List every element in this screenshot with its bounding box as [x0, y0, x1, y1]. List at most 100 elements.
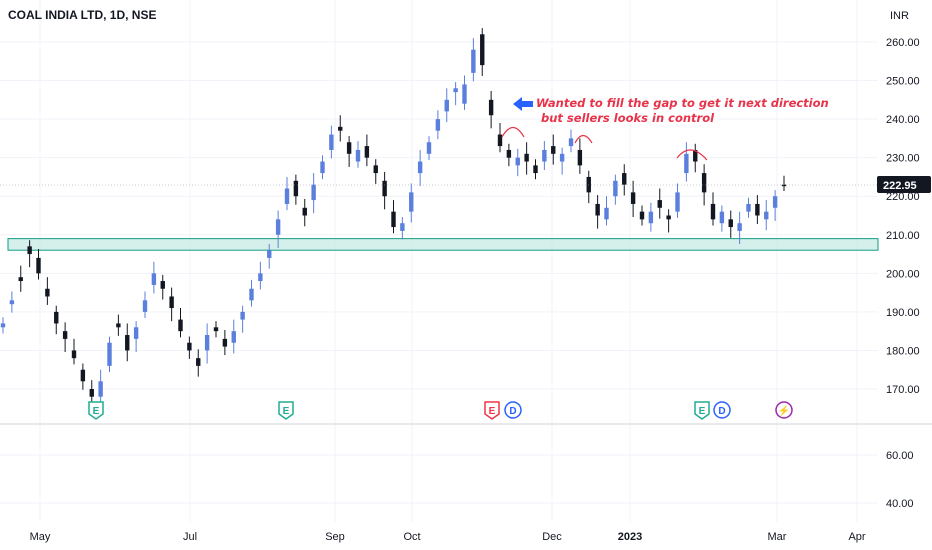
dividend-event-icon[interactable]: D [713, 401, 731, 419]
resistance-arc-3 [676, 149, 708, 161]
event-markers: E E E D E D ⚡ [88, 401, 793, 420]
candle-body [746, 203, 751, 212]
candle-body [755, 203, 760, 216]
candle-body [781, 184, 787, 187]
candle-body [178, 319, 183, 332]
candle [142, 291, 148, 319]
price-axis[interactable]: 260.00 250.00 240.00 230.00 220.00 210.00 200.… [886, 37, 920, 396]
candle [36, 249, 41, 280]
candle [293, 174, 299, 205]
annotation-line-2: but sellers looks in control [541, 111, 715, 125]
resistance-arcs [501, 126, 708, 161]
candle [426, 136, 432, 160]
candle [675, 183, 680, 218]
candle-body [71, 350, 77, 359]
candle [338, 115, 343, 142]
earnings-event-icon[interactable]: E [278, 401, 294, 420]
candle-body [391, 211, 396, 228]
candle-body [355, 149, 361, 162]
candle-body [54, 311, 59, 324]
candle-body [160, 281, 165, 289]
candle-body [764, 211, 769, 220]
candle-body [586, 176, 591, 193]
candle [196, 349, 201, 377]
candle-body [684, 153, 689, 174]
candle [480, 28, 485, 76]
candle [213, 321, 219, 338]
candle-body [311, 184, 316, 201]
candle [639, 205, 645, 226]
candle-body [409, 192, 414, 212]
candle [62, 322, 68, 352]
candle [80, 363, 86, 390]
candle-body [577, 149, 583, 166]
earnings-event-icon[interactable]: E [484, 401, 500, 420]
candle-body [116, 323, 121, 328]
candle-body [151, 273, 157, 285]
candle [320, 155, 325, 180]
candle-body [169, 296, 174, 309]
price-tick-label: 190.00 [886, 307, 920, 319]
candle-body [329, 134, 334, 150]
event-label: D [509, 406, 516, 417]
candle [346, 136, 352, 167]
candle-body [639, 211, 645, 220]
candle [329, 125, 334, 159]
candle [515, 148, 520, 177]
candle-body [728, 219, 733, 228]
candle [781, 175, 787, 192]
candle [18, 265, 23, 292]
candle-body [719, 211, 725, 224]
candle [471, 38, 476, 82]
candle [249, 279, 254, 307]
candle-body [125, 335, 130, 351]
candle [666, 209, 671, 233]
candle [187, 336, 192, 359]
candle [559, 147, 565, 175]
volume-tick-label: 60.00 [886, 450, 914, 462]
support-zone[interactable] [7, 238, 879, 251]
earnings-event-icon[interactable]: E [88, 401, 104, 420]
candle-body [542, 149, 547, 162]
time-tick-label: May [30, 531, 51, 543]
event-label: E [489, 406, 496, 417]
earnings-event-icon[interactable]: E [694, 401, 710, 420]
candle-body [258, 273, 263, 282]
candle-body [701, 173, 707, 193]
candle-body [772, 196, 778, 208]
candle [45, 277, 50, 305]
volume-axis[interactable]: 60.00 40.00 [886, 450, 914, 510]
candle-body [187, 342, 192, 351]
candle [27, 240, 32, 268]
chart-title: COAL INDIA LTD, 1D, NSE [8, 8, 156, 22]
candle-body [471, 49, 476, 73]
candle-body [240, 311, 245, 320]
candle-body [107, 342, 112, 366]
candle [54, 305, 59, 335]
time-axis[interactable]: May Jul Sep Oct Dec 2023 Mar Apr [30, 531, 866, 543]
candle [701, 164, 707, 206]
split-event-icon[interactable]: ⚡ [775, 401, 793, 419]
candle-body [45, 288, 50, 297]
grid-lines [0, 0, 878, 522]
candle [267, 244, 272, 269]
price-tick-label: 260.00 [886, 37, 920, 49]
time-tick-label: 2023 [618, 531, 642, 543]
candle [542, 141, 547, 171]
candle [444, 88, 449, 123]
candle-body [533, 165, 538, 174]
candle-body [364, 146, 370, 158]
candle [755, 195, 760, 224]
candle [107, 336, 112, 373]
dividend-event-icon[interactable]: D [504, 401, 522, 419]
candle-body [27, 246, 32, 255]
candle [160, 274, 165, 300]
last-price-badge [877, 176, 931, 193]
candle-body [648, 211, 654, 224]
candle [9, 291, 15, 313]
candle [258, 261, 263, 290]
annotation-line-1: Wanted to fill the gap to get it next di… [536, 96, 829, 110]
candle-body [693, 149, 698, 162]
time-tick-label: Jul [183, 531, 197, 543]
